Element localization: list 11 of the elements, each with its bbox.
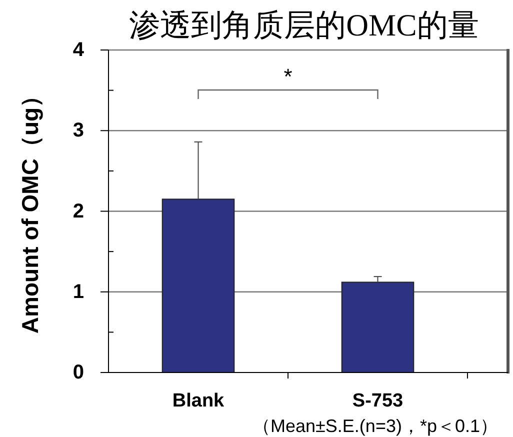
y-tick-label: 0	[72, 362, 84, 384]
y-tick-label: 2	[72, 200, 84, 222]
y-tick-label: 4	[72, 39, 85, 61]
x-tick-label: S-753	[352, 390, 404, 412]
x-tick-label: Blank	[172, 390, 225, 412]
y-tick-label: 1	[72, 280, 84, 303]
annotation: *	[284, 64, 293, 89]
y-tick-label: 3	[72, 120, 84, 142]
y-axis-title: Amount of OMC（ug）	[17, 84, 43, 334]
chart-title: 渗透到角质层的OMC的量	[129, 8, 479, 42]
text: （Mean±S.E.(n=3)，*p＜0.1）	[252, 416, 498, 436]
